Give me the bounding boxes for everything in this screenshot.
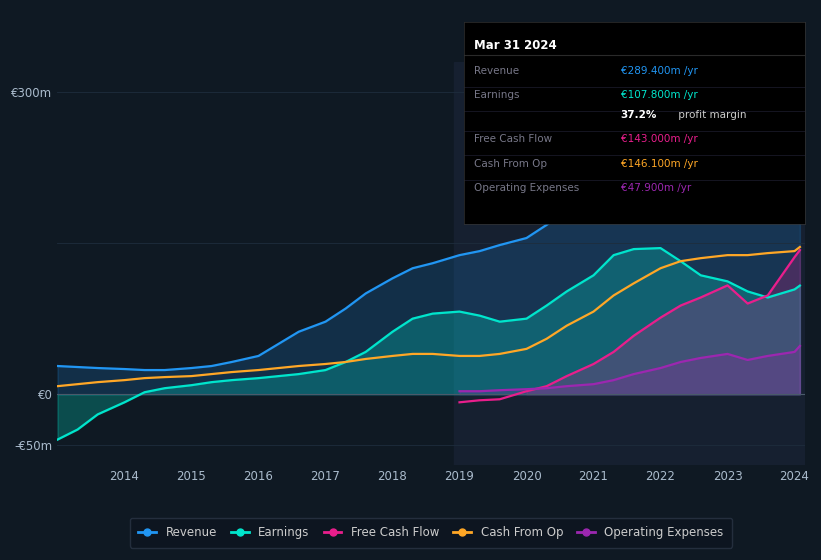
Text: Earnings: Earnings xyxy=(474,90,520,100)
Text: €143.000m /yr: €143.000m /yr xyxy=(621,134,697,144)
Text: €107.800m /yr: €107.800m /yr xyxy=(621,90,697,100)
Text: Mar 31 2024: Mar 31 2024 xyxy=(474,39,557,52)
Text: Revenue: Revenue xyxy=(474,66,519,76)
Text: €289.400m /yr: €289.400m /yr xyxy=(621,66,698,76)
Text: Operating Expenses: Operating Expenses xyxy=(474,183,580,193)
Text: 37.2%: 37.2% xyxy=(621,110,657,120)
Text: Free Cash Flow: Free Cash Flow xyxy=(474,134,553,144)
Legend: Revenue, Earnings, Free Cash Flow, Cash From Op, Operating Expenses: Revenue, Earnings, Free Cash Flow, Cash … xyxy=(130,518,732,548)
Text: profit margin: profit margin xyxy=(675,110,746,120)
Text: €146.100m /yr: €146.100m /yr xyxy=(621,158,698,169)
Text: €47.900m /yr: €47.900m /yr xyxy=(621,183,690,193)
Text: Cash From Op: Cash From Op xyxy=(474,158,547,169)
Bar xyxy=(454,62,805,465)
